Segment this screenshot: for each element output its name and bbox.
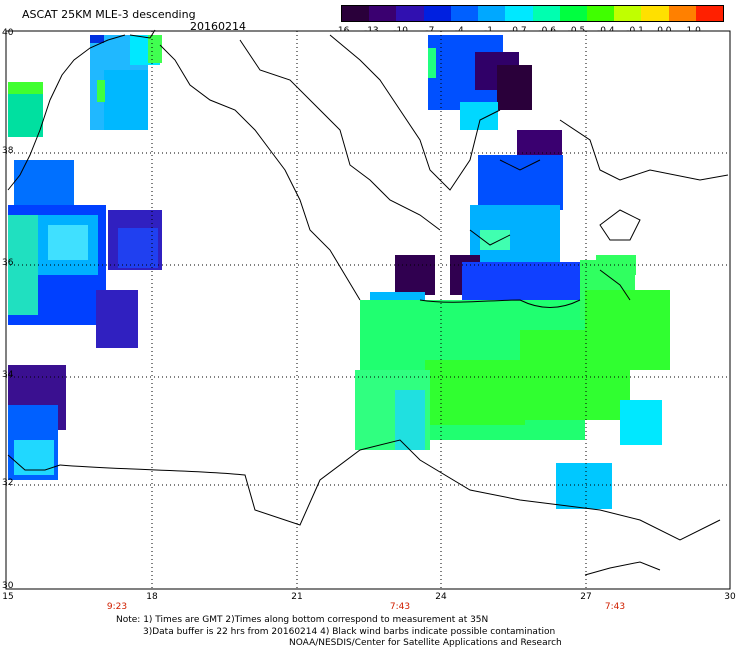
colorbar-swatch [586,6,615,21]
lat-label-38: 38 [2,146,14,156]
lon-label-24: 24 [435,592,447,602]
colorbar-swatch [396,6,424,21]
colorbar-swatch [668,6,696,21]
time-label-3: 7:43 [604,602,626,612]
colorbar-swatch [559,6,587,21]
note-line-3: NOAA/NESDIS/Center for Satellite Applica… [289,638,562,648]
colorbar-swatch [423,6,451,21]
colorbar-swatch [505,6,533,21]
colorbar-swatch [614,6,642,21]
lon-label-27: 27 [580,592,592,602]
time-label-2: 7:43 [389,602,411,612]
lon-label-21: 21 [291,592,303,602]
lon-label-15: 15 [2,592,14,602]
coastline [7,29,729,576]
colorbar-swatch [478,6,506,21]
note-line-1: Note: 1) Times are GMT 2)Times along bot… [116,615,489,625]
map-date: 20160214 [190,20,246,33]
lat-label-30: 30 [2,581,14,591]
colorbar-swatch [450,6,479,21]
lat-label-32: 32 [2,478,14,488]
time-label-1: 9:23 [106,602,128,612]
lat-lon-grid [6,31,730,589]
note-line-2: 3)Data buffer is 22 hrs from 20160214 4)… [143,627,556,637]
lon-label-18: 18 [146,592,158,602]
scatterometer-swath-central [355,35,670,509]
lat-label-40: 40 [2,28,14,38]
map-title: ASCAT 25KM MLE-3 descending [22,8,196,21]
lat-label-36: 36 [2,258,14,268]
colorbar-swatch [369,6,397,21]
colorbar-swatch [532,6,560,21]
colorbar-swatch [695,6,724,21]
colorbar-swatch [641,6,669,21]
colorbar [341,5,724,22]
lat-label-34: 34 [2,370,14,380]
colorbar-swatch [342,6,370,21]
lon-label-30: 30 [724,592,736,602]
